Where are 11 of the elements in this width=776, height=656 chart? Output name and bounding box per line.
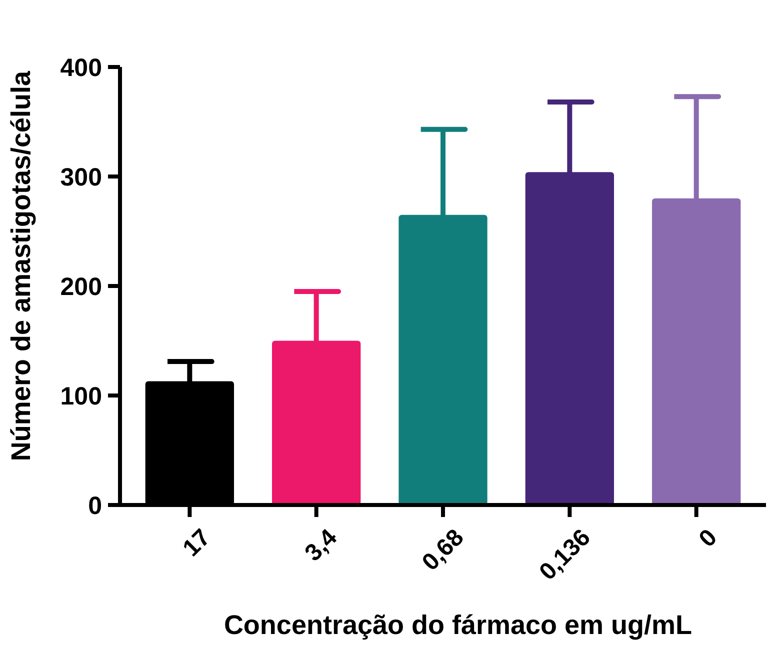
y-tick-label: 300 <box>60 163 102 192</box>
x-tick-label: 0,68 <box>416 524 470 576</box>
x-axis-title: Concentração do fármaco em ug/mL <box>224 610 692 640</box>
y-tick-label: 400 <box>60 54 102 82</box>
y-tick-label: 100 <box>60 382 102 410</box>
x-tick-label: 17 <box>178 524 216 562</box>
x-tick-label: 0 <box>694 524 722 553</box>
y-axis-title: Número de amastigotas/célula <box>6 70 36 462</box>
x-tick-label: 3,4 <box>300 524 343 567</box>
y-tick-label: 0 <box>88 492 102 520</box>
y-tick-label: 200 <box>60 272 102 301</box>
